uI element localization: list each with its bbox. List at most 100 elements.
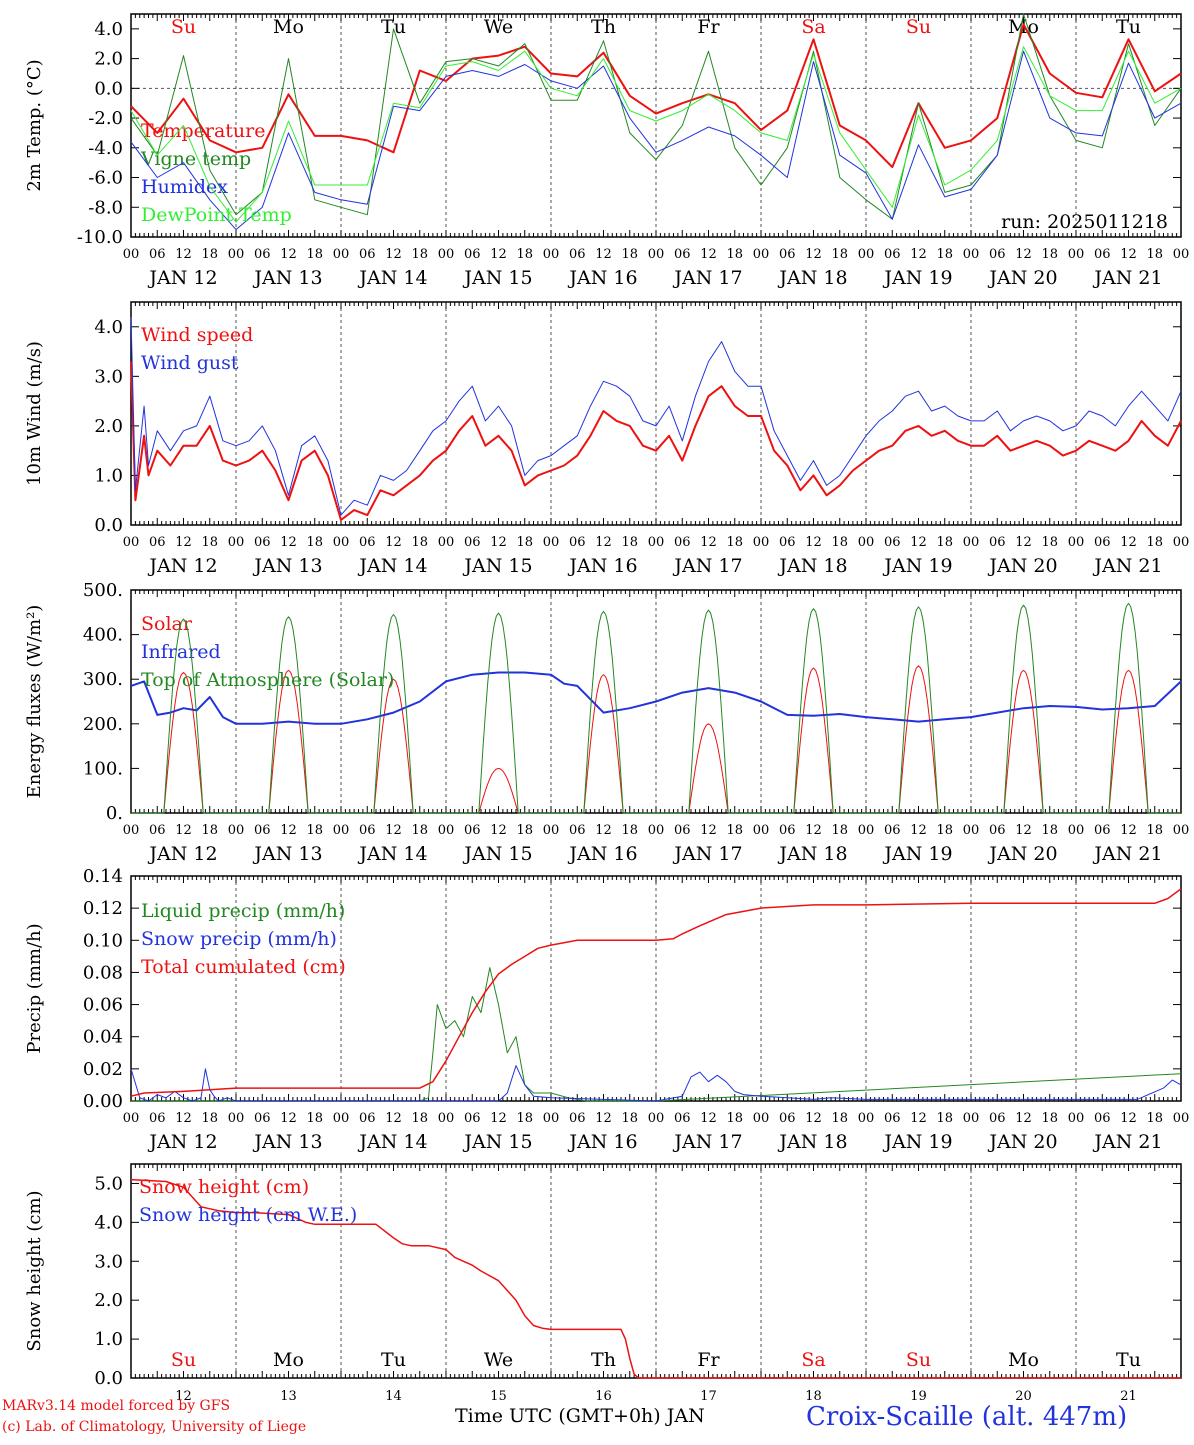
wind-hour-label: 06 bbox=[1094, 535, 1111, 550]
snow-ytick-label: 1.0 bbox=[94, 1329, 123, 1350]
wind-ylabel: 10m Wind (m/s) bbox=[24, 341, 45, 486]
precip-hour-label: 12 bbox=[910, 1111, 927, 1126]
temp-hour-label: 18 bbox=[411, 247, 428, 262]
temp-hour-label: 18 bbox=[516, 247, 533, 262]
wind-date-label: JAN 14 bbox=[357, 555, 427, 577]
wind-date-label: JAN 20 bbox=[987, 555, 1057, 577]
precip-legend-2: Total cumulated (cm) bbox=[141, 956, 346, 978]
temp-day-name: Su bbox=[906, 16, 931, 38]
wind-hour-label: 00 bbox=[648, 535, 665, 550]
wind-hour-label: 06 bbox=[569, 535, 586, 550]
energy-hour-label: 18 bbox=[1146, 823, 1163, 838]
precip-hour-label: 06 bbox=[359, 1111, 376, 1126]
temp-hour-label: 00 bbox=[753, 247, 770, 262]
snow-ytick-label: 5.0 bbox=[94, 1173, 123, 1194]
lab-credit: (c) Lab. of Climatology, University of L… bbox=[2, 1419, 307, 1435]
temp-run-label: run: 2025011218 bbox=[1001, 211, 1168, 233]
wind-hour-label: 06 bbox=[779, 535, 796, 550]
wind-hour-label: 00 bbox=[1068, 535, 1085, 550]
snow-day-name: Tu bbox=[1116, 1349, 1141, 1371]
temp-date-label: JAN 16 bbox=[567, 267, 637, 289]
wind-hour-label: 18 bbox=[1146, 535, 1163, 550]
temp-legend-2: Humidex bbox=[141, 176, 228, 198]
precip-hour-label: 12 bbox=[700, 1111, 717, 1126]
snow-series-0 bbox=[130, 1178, 1181, 1379]
energy-series-2 bbox=[131, 602, 1181, 814]
energy-date-label: JAN 17 bbox=[672, 843, 742, 865]
wind-hour-label: 06 bbox=[674, 535, 691, 550]
precip-hour-label: 00 bbox=[648, 1111, 665, 1126]
wind-date-label: JAN 15 bbox=[462, 555, 532, 577]
wind-ytick-label: 2.0 bbox=[94, 416, 123, 437]
wind-date-label: JAN 18 bbox=[777, 555, 847, 577]
precip-hour-label: 18 bbox=[726, 1111, 743, 1126]
energy-hour-label: 18 bbox=[621, 823, 638, 838]
energy-hour-label: 00 bbox=[1173, 823, 1190, 838]
precip-ytick-label: 0.10 bbox=[83, 930, 123, 951]
temp-hour-label: 18 bbox=[306, 247, 323, 262]
temp-series-2 bbox=[130, 50, 1182, 231]
wind-hour-label: 00 bbox=[543, 535, 560, 550]
precip-hour-label: 18 bbox=[831, 1111, 848, 1126]
temp-ytick-label: -2.0 bbox=[88, 108, 123, 129]
precip-hour-label: 18 bbox=[1041, 1111, 1058, 1126]
precip-hour-label: 06 bbox=[1094, 1111, 1111, 1126]
energy-hour-label: 06 bbox=[989, 823, 1006, 838]
precip-hour-label: 18 bbox=[201, 1111, 218, 1126]
energy-hour-label: 18 bbox=[516, 823, 533, 838]
precip-hour-label: 12 bbox=[595, 1111, 612, 1126]
precip-date-label: JAN 15 bbox=[462, 1131, 532, 1153]
snow-day-number: 13 bbox=[280, 1389, 297, 1404]
wind-date-label: JAN 21 bbox=[1092, 555, 1162, 577]
wind-hour-label: 12 bbox=[490, 535, 507, 550]
energy-ytick-label: 400. bbox=[83, 625, 123, 646]
snow-ytick-label: 4.0 bbox=[94, 1212, 123, 1233]
energy-hour-label: 12 bbox=[490, 823, 507, 838]
energy-ytick-label: 500. bbox=[83, 580, 123, 601]
wind-hour-label: 06 bbox=[254, 535, 271, 550]
snow-day-name: Su bbox=[906, 1349, 931, 1371]
energy-hour-label: 18 bbox=[411, 823, 428, 838]
temp-hour-label: 12 bbox=[595, 247, 612, 262]
precip-hour-label: 06 bbox=[989, 1111, 1006, 1126]
wind-hour-label: 18 bbox=[516, 535, 533, 550]
precip-hour-label: 18 bbox=[306, 1111, 323, 1126]
temp-date-label: JAN 15 bbox=[462, 267, 532, 289]
temp-day-name: We bbox=[484, 16, 513, 38]
energy-hour-label: 00 bbox=[333, 823, 350, 838]
snow-legend-0: Snow height (cm) bbox=[139, 1176, 309, 1198]
energy-date-label: JAN 15 bbox=[462, 843, 532, 865]
temp-date-label: JAN 17 bbox=[672, 267, 742, 289]
precip-hour-label: 00 bbox=[1173, 1111, 1190, 1126]
precip-hour-label: 12 bbox=[805, 1111, 822, 1126]
precip-date-label: JAN 16 bbox=[567, 1131, 637, 1153]
temp-hour-label: 12 bbox=[490, 247, 507, 262]
energy-date-label: JAN 14 bbox=[357, 843, 427, 865]
wind-legend-1: Wind gust bbox=[141, 352, 239, 374]
temp-ylabel: 2m Temp. (°C) bbox=[24, 59, 45, 191]
energy-hour-label: 06 bbox=[569, 823, 586, 838]
energy-hour-label: 18 bbox=[936, 823, 953, 838]
time-axis-title: Time UTC (GMT+0h) JAN bbox=[455, 1405, 705, 1427]
energy-hour-label: 06 bbox=[359, 823, 376, 838]
snow-day-name: Fr bbox=[697, 1349, 720, 1371]
precip-date-label: JAN 20 bbox=[987, 1131, 1057, 1153]
temp-hour-label: 18 bbox=[1146, 247, 1163, 262]
precip-hour-label: 18 bbox=[411, 1111, 428, 1126]
precip-hour-label: 00 bbox=[333, 1111, 350, 1126]
temp-hour-label: 00 bbox=[648, 247, 665, 262]
energy-hour-label: 12 bbox=[595, 823, 612, 838]
temp-ytick-label: 2.0 bbox=[94, 49, 123, 70]
precip-hour-label: 00 bbox=[228, 1111, 245, 1126]
temp-date-label: JAN 12 bbox=[147, 267, 217, 289]
precip-date-label: JAN 17 bbox=[672, 1131, 742, 1153]
snow-day-name: Mo bbox=[1008, 1349, 1039, 1371]
energy-hour-label: 12 bbox=[700, 823, 717, 838]
precip-hour-label: 00 bbox=[123, 1111, 140, 1126]
temp-ytick-label: 4.0 bbox=[94, 19, 123, 40]
temp-hour-label: 12 bbox=[385, 247, 402, 262]
temp-hour-label: 12 bbox=[1120, 247, 1137, 262]
temp-hour-label: 18 bbox=[621, 247, 638, 262]
wind-hour-label: 12 bbox=[910, 535, 927, 550]
